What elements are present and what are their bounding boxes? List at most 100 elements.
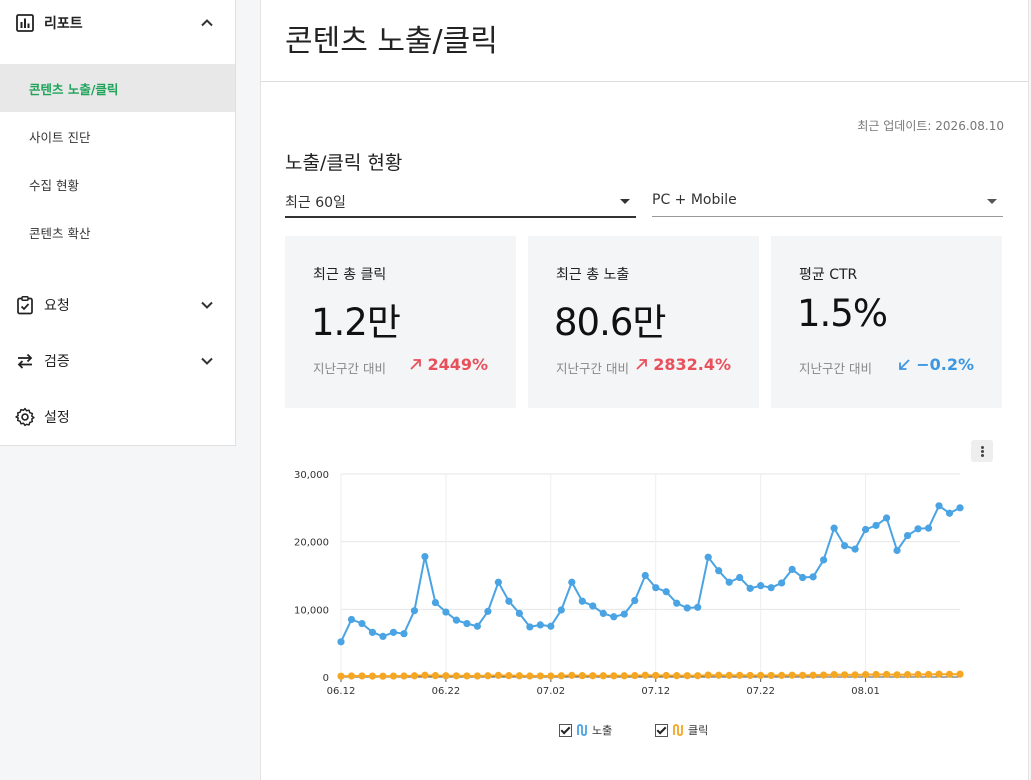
data-point bbox=[599, 672, 607, 680]
data-point bbox=[484, 672, 492, 680]
data-point bbox=[757, 671, 765, 679]
data-point bbox=[620, 672, 628, 680]
data-point bbox=[767, 584, 775, 592]
sidebar-section-verify[interactable]: 검증 bbox=[0, 341, 235, 381]
x-tick-label: 07.12 bbox=[641, 686, 670, 697]
data-point bbox=[578, 672, 586, 680]
stat-card-value: 1.2만 bbox=[311, 301, 401, 344]
data-point bbox=[526, 623, 534, 631]
data-point bbox=[903, 671, 912, 679]
line-chart: 0 10,000 20,000 30,000 06.12 06.22 07.02 07.12 0… bbox=[294, 470, 964, 697]
x-tick-label: 06.22 bbox=[432, 686, 461, 697]
data-point bbox=[945, 670, 954, 678]
data-point bbox=[725, 671, 733, 679]
sidebar: 리포트 콘텐츠 노출/클릭 사이트 진단 수집 현황 콘텐츠 확산 요청 검증 … bbox=[0, 0, 236, 446]
arrow-up-right-icon bbox=[410, 359, 422, 370]
stat-card-compare-label: 지난구간 대비 bbox=[799, 361, 872, 376]
legend-checkbox[interactable] bbox=[559, 723, 572, 737]
period-select[interactable]: 최근 60일 bbox=[285, 188, 636, 218]
data-point bbox=[494, 671, 502, 679]
data-point bbox=[893, 671, 901, 679]
data-point bbox=[914, 670, 922, 679]
data-point bbox=[589, 672, 597, 680]
chevron-down-icon[interactable] bbox=[198, 296, 216, 314]
sidebar-item-label: 콘텐츠 노출/클릭 bbox=[29, 81, 119, 97]
data-point bbox=[851, 671, 859, 679]
data-point bbox=[578, 597, 586, 605]
data-point bbox=[557, 672, 565, 680]
data-point bbox=[547, 672, 555, 680]
data-point bbox=[882, 670, 891, 679]
data-point bbox=[673, 672, 681, 680]
data-point bbox=[452, 672, 461, 680]
stat-card-delta-value: −0.2% bbox=[916, 355, 974, 374]
stat-card-delta: 2449% bbox=[409, 355, 488, 374]
page-title: 콘텐츠 노출/클릭 bbox=[285, 24, 498, 59]
data-point bbox=[673, 599, 681, 607]
x-tick-label: 07.22 bbox=[746, 686, 775, 697]
sidebar-section-report[interactable]: 리포트 bbox=[0, 3, 235, 43]
x-tick-label: 06.12 bbox=[327, 686, 356, 697]
sidebar-section-settings[interactable]: 설정 bbox=[0, 397, 235, 437]
legend-label: 클릭 bbox=[688, 724, 709, 737]
data-point bbox=[788, 671, 796, 679]
data-point bbox=[788, 565, 796, 574]
data-point bbox=[641, 571, 649, 580]
x-tick-label: 08.01 bbox=[851, 686, 880, 697]
data-point bbox=[473, 672, 481, 680]
sidebar-item-collection-status[interactable]: 수집 현황 bbox=[0, 160, 235, 208]
arrow-up-right-icon bbox=[636, 359, 648, 370]
chart-more-button[interactable] bbox=[971, 440, 993, 462]
sidebar-section-request[interactable]: 요청 bbox=[0, 285, 235, 325]
data-point bbox=[820, 556, 828, 564]
stat-card-value: 1.5% bbox=[797, 292, 888, 335]
legend-item-impressions[interactable]: 노출 bbox=[559, 722, 612, 738]
sidebar-item-site-diagnosis[interactable]: 사이트 진단 bbox=[0, 112, 235, 160]
legend-checkbox[interactable] bbox=[655, 723, 668, 737]
data-point bbox=[736, 573, 744, 582]
data-point bbox=[515, 672, 523, 680]
sidebar-item-label: 콘텐츠 확산 bbox=[29, 225, 91, 241]
chevron-up-icon[interactable] bbox=[198, 14, 216, 32]
data-point bbox=[683, 604, 691, 612]
data-point bbox=[778, 579, 786, 587]
data-point bbox=[463, 672, 471, 680]
data-point bbox=[715, 567, 723, 575]
data-point bbox=[872, 521, 880, 530]
data-point bbox=[830, 524, 838, 532]
line-series-icon bbox=[577, 724, 587, 736]
data-point bbox=[694, 603, 702, 611]
data-point bbox=[337, 638, 345, 646]
dropdown-arrow-icon bbox=[987, 199, 997, 204]
data-point bbox=[347, 615, 356, 624]
sidebar-item-label: 사이트 진단 bbox=[29, 129, 91, 145]
data-point bbox=[421, 552, 429, 561]
data-point bbox=[379, 632, 387, 641]
period-select-value: 최근 60일 bbox=[285, 195, 346, 211]
data-point bbox=[872, 670, 880, 679]
y-tick-label: 30,000 bbox=[294, 470, 329, 481]
data-point bbox=[882, 514, 891, 522]
data-point bbox=[840, 671, 849, 679]
data-point bbox=[767, 671, 775, 680]
data-point bbox=[431, 598, 440, 607]
legend-item-clicks[interactable]: 클릭 bbox=[655, 722, 708, 738]
data-point bbox=[662, 588, 670, 596]
device-select[interactable]: PC + Mobile bbox=[652, 188, 1003, 217]
data-point bbox=[799, 573, 807, 582]
data-point bbox=[400, 630, 408, 638]
data-point bbox=[662, 671, 670, 680]
data-point bbox=[494, 578, 502, 586]
series-line-impressions bbox=[340, 504, 961, 643]
gear-icon bbox=[14, 406, 36, 428]
chevron-down-icon[interactable] bbox=[198, 352, 216, 370]
stat-card-delta: 2832.4% bbox=[635, 355, 731, 374]
sidebar-item-content-exposure-click[interactable]: 콘텐츠 노출/클릭 bbox=[0, 64, 235, 112]
sidebar-item-content-spread[interactable]: 콘텐츠 확산 bbox=[0, 208, 235, 256]
bar-chart-icon bbox=[14, 12, 36, 34]
data-point bbox=[778, 671, 786, 679]
stat-card-value: 80.6만 bbox=[554, 301, 666, 344]
clipboard-check-icon bbox=[14, 294, 36, 316]
data-point bbox=[840, 542, 849, 550]
data-point bbox=[652, 671, 660, 680]
